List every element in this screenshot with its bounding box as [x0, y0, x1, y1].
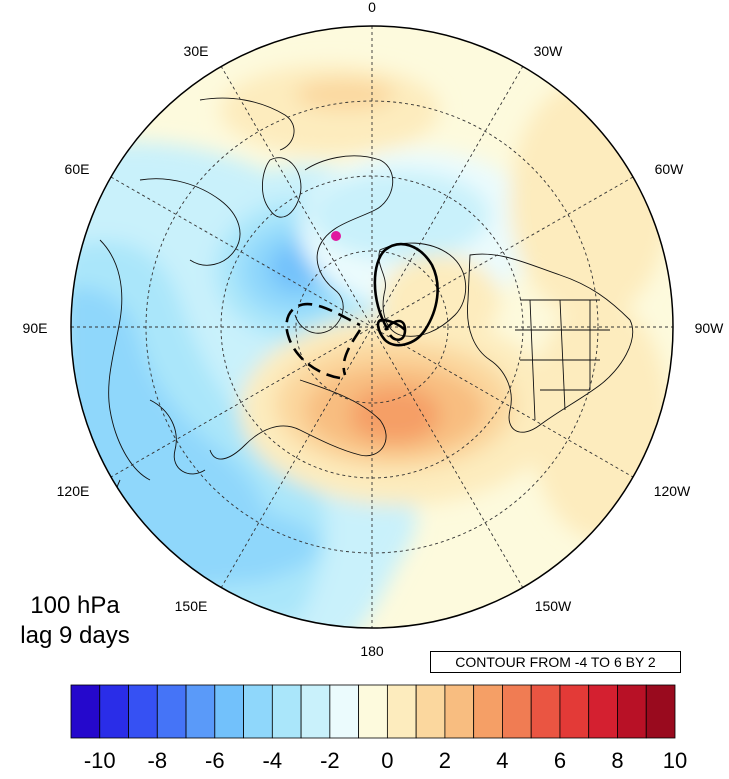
- lon-label-90w: 90W: [695, 320, 725, 336]
- colorbar-swatch: [645, 684, 676, 739]
- lag-label: lag 9 days: [20, 622, 130, 649]
- lon-label-150w: 150W: [535, 598, 572, 614]
- colorbar-tick-label: -4: [262, 748, 283, 773]
- lon-label-30w: 30W: [534, 43, 564, 59]
- lon-label-90e: 90E: [23, 320, 48, 336]
- colorbar-swatch: [617, 684, 647, 739]
- colorbar-tick-label: -2: [320, 748, 340, 773]
- lon-label-60e: 60E: [65, 161, 90, 177]
- colorbar: [70, 684, 676, 739]
- colorbar-tick-label: -10: [83, 748, 116, 773]
- lon-label-60w: 60W: [655, 161, 685, 177]
- map-boundary: [70, 25, 674, 629]
- colorbar-tick-label: 0: [381, 748, 394, 773]
- colorbar-swatch: [473, 684, 503, 739]
- colorbar-tick-label: 4: [496, 748, 509, 773]
- colorbar-swatch: [99, 684, 129, 739]
- colorbar-swatch: [128, 684, 158, 739]
- colorbar-swatch: [329, 684, 360, 739]
- lon-label-120e: 120E: [57, 483, 90, 499]
- graticule: [71, 26, 673, 628]
- lon-label-180: 180: [360, 643, 384, 659]
- colorbar-swatch: [444, 684, 475, 739]
- lon-label-150e: 150E: [175, 598, 208, 614]
- colorbar-tick-label: 6: [553, 748, 567, 773]
- colorbar-tick-label: -8: [147, 748, 168, 773]
- colorbar-tick-label: 10: [662, 748, 688, 773]
- lon-label-120w: 120W: [654, 483, 691, 499]
- marker-point: [331, 231, 341, 241]
- contour-info: CONTOUR FROM -4 TO 6 BY 2: [430, 651, 681, 673]
- colorbar-swatch: [386, 684, 417, 739]
- anomaly-field: [71, 26, 673, 628]
- colorbar-swatch: [415, 684, 446, 739]
- colorbar-swatch: [156, 684, 187, 739]
- colorbar-swatch: [559, 684, 590, 739]
- colorbar-swatch: [185, 684, 216, 739]
- lon-label-0: 0: [368, 0, 376, 15]
- colorbar-swatch: [358, 684, 388, 739]
- colorbar-tick-label: 8: [611, 748, 624, 773]
- colorbar-tick-label: 2: [438, 748, 452, 773]
- colorbar-swatch: [530, 684, 561, 739]
- colorbar-tick-label: -6: [205, 748, 225, 773]
- colorbar-swatch: [502, 684, 532, 739]
- lon-label-30e: 30E: [184, 43, 209, 59]
- contour-lines: [285, 242, 439, 380]
- colorbar-swatch: [243, 684, 273, 739]
- colorbar-swatch: [588, 684, 618, 739]
- colorbar-swatch: [70, 684, 101, 739]
- colorbar-swatch: [214, 684, 244, 739]
- level-label: 100 hPa: [30, 592, 120, 619]
- colorbar-swatch: [300, 684, 331, 739]
- colorbar-swatch: [271, 684, 302, 739]
